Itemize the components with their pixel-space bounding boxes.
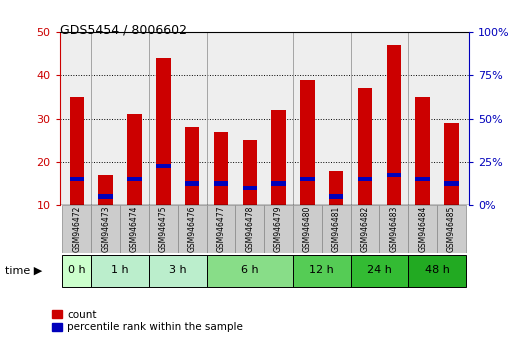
Bar [271, 110, 286, 205]
Bar [293, 205, 322, 253]
Bar [408, 255, 466, 287]
Bar [69, 97, 84, 205]
Bar [149, 255, 207, 287]
Bar [358, 177, 372, 182]
Bar [185, 182, 199, 186]
Text: GSM946474: GSM946474 [130, 206, 139, 252]
Bar [437, 205, 466, 253]
Bar [322, 205, 351, 253]
Bar [127, 177, 142, 182]
Bar [415, 177, 430, 182]
Bar [98, 175, 113, 205]
Text: 3 h: 3 h [169, 265, 186, 275]
Text: GSM946477: GSM946477 [217, 206, 225, 252]
Bar [185, 127, 199, 205]
Bar [300, 80, 314, 205]
Text: time ▶: time ▶ [5, 266, 42, 276]
Bar [329, 194, 343, 199]
Text: GSM946478: GSM946478 [245, 206, 254, 252]
Text: GSM946484: GSM946484 [418, 206, 427, 252]
Text: 48 h: 48 h [425, 265, 450, 275]
Text: GSM946475: GSM946475 [159, 206, 168, 252]
Text: 0 h: 0 h [68, 265, 85, 275]
Bar [63, 205, 91, 253]
Text: GSM946483: GSM946483 [390, 206, 398, 252]
Bar [271, 182, 286, 186]
Bar [214, 182, 228, 186]
Bar [358, 88, 372, 205]
Bar [415, 97, 430, 205]
Text: 1 h: 1 h [111, 265, 129, 275]
Bar [444, 182, 459, 186]
Bar [351, 205, 380, 253]
Bar [156, 164, 170, 169]
Bar [242, 186, 257, 190]
Text: 24 h: 24 h [367, 265, 392, 275]
Bar [300, 177, 314, 182]
Text: GSM946479: GSM946479 [274, 206, 283, 252]
Text: GSM946480: GSM946480 [303, 206, 312, 252]
Bar [63, 255, 91, 287]
Bar [386, 173, 401, 177]
Text: 6 h: 6 h [241, 265, 258, 275]
Bar [293, 255, 351, 287]
Bar [444, 123, 459, 205]
Bar [207, 205, 235, 253]
Bar [264, 205, 293, 253]
Text: 12 h: 12 h [309, 265, 334, 275]
Bar [351, 255, 408, 287]
Bar [242, 140, 257, 205]
Bar [386, 45, 401, 205]
Bar [91, 255, 149, 287]
Bar [214, 132, 228, 205]
Bar [207, 255, 293, 287]
Text: GDS5454 / 8006602: GDS5454 / 8006602 [60, 23, 186, 36]
Legend: count, percentile rank within the sample: count, percentile rank within the sample [52, 310, 243, 332]
Bar [98, 194, 113, 199]
Bar [69, 177, 84, 182]
Bar [380, 205, 408, 253]
Bar [127, 114, 142, 205]
Text: GSM946485: GSM946485 [447, 206, 456, 252]
Text: GSM946482: GSM946482 [361, 206, 369, 252]
Bar [156, 58, 170, 205]
Text: GSM946473: GSM946473 [101, 206, 110, 252]
Text: GSM946472: GSM946472 [73, 206, 81, 252]
Bar [149, 205, 178, 253]
Bar [120, 205, 149, 253]
Bar [235, 205, 264, 253]
Text: GSM946481: GSM946481 [332, 206, 341, 252]
Bar [329, 171, 343, 205]
Bar [91, 205, 120, 253]
Bar [178, 205, 207, 253]
Text: GSM946476: GSM946476 [188, 206, 197, 252]
Bar [408, 205, 437, 253]
